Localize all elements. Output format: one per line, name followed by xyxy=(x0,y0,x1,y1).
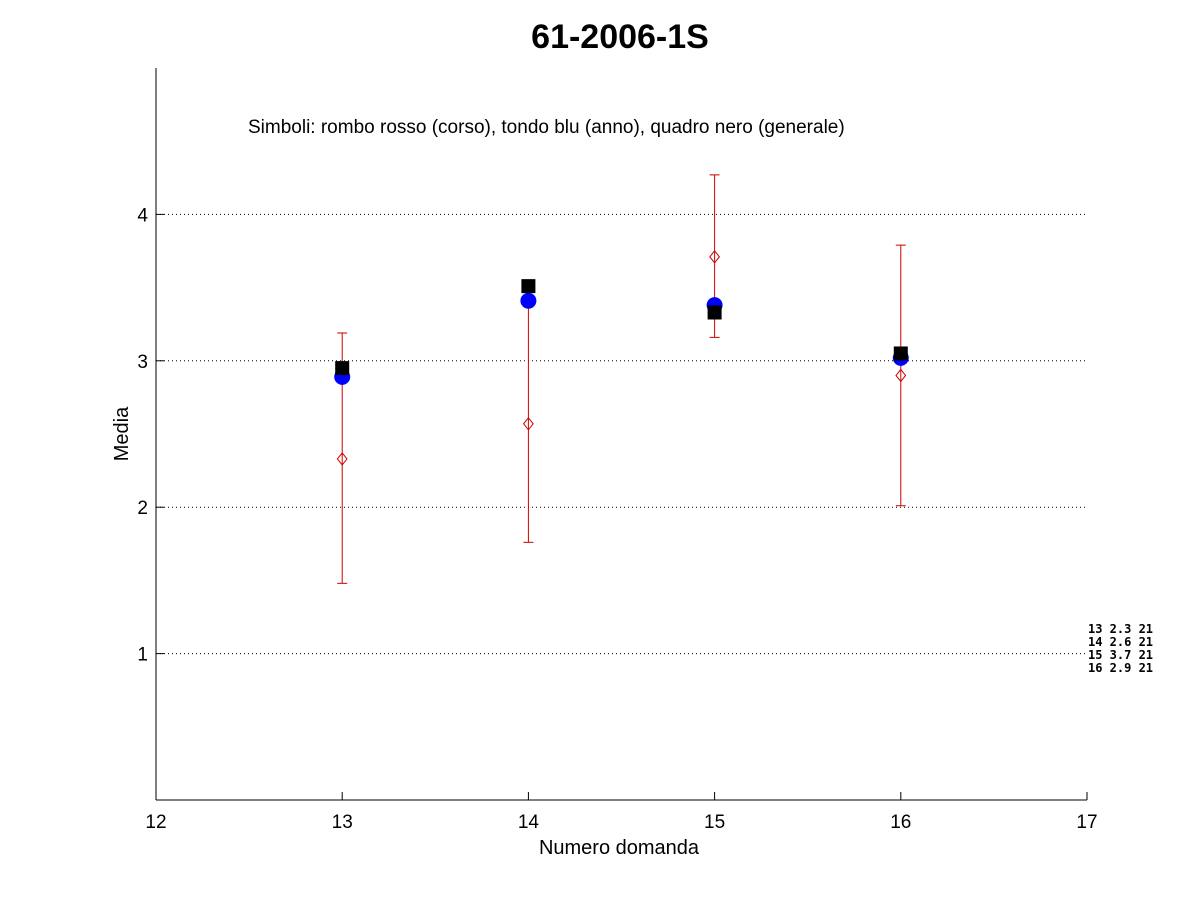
x-tick-label-15: 15 xyxy=(704,812,725,833)
chart-title: 61-2006-1S xyxy=(531,18,709,56)
symbols-legend-note: Simboli: rombo rosso (corso), tondo blu … xyxy=(248,117,845,138)
diamond-point-15 xyxy=(709,250,721,264)
side-table-row-3: 15 3.7 21 xyxy=(1088,648,1153,662)
x-tick-label-13: 13 xyxy=(332,812,353,833)
y-tick-label-3: 3 xyxy=(137,352,148,373)
square-point-13 xyxy=(335,361,350,376)
grid-lines xyxy=(156,213,1087,655)
y-axis-label: Media xyxy=(111,406,133,461)
y-tick-label-4: 4 xyxy=(137,205,148,226)
side-table-row-1: 13 2.3 21 xyxy=(1088,622,1153,636)
square-point-14 xyxy=(521,279,536,294)
x-tick-label-14: 14 xyxy=(518,812,540,833)
y-tick-label-1: 1 xyxy=(137,645,148,666)
data-marks xyxy=(334,174,909,584)
diamond-point-13 xyxy=(336,452,348,466)
diamond-point-14 xyxy=(522,416,534,431)
x-tick-label-12: 12 xyxy=(145,812,166,833)
circle-point-14 xyxy=(520,292,537,309)
x-tick-label-17: 17 xyxy=(1076,812,1097,833)
square-point-16 xyxy=(893,346,908,361)
y-tick-label-2: 2 xyxy=(137,498,148,519)
x-axis-label: Numero domanda xyxy=(539,837,700,859)
square-point-15 xyxy=(707,305,722,320)
diamond-point-16 xyxy=(895,368,907,383)
side-table-row-2: 14 2.6 21 xyxy=(1088,635,1153,649)
x-tick-label-16: 16 xyxy=(890,812,911,833)
axes xyxy=(155,68,1088,801)
side-table-row-4: 16 2.9 21 xyxy=(1088,661,1153,675)
